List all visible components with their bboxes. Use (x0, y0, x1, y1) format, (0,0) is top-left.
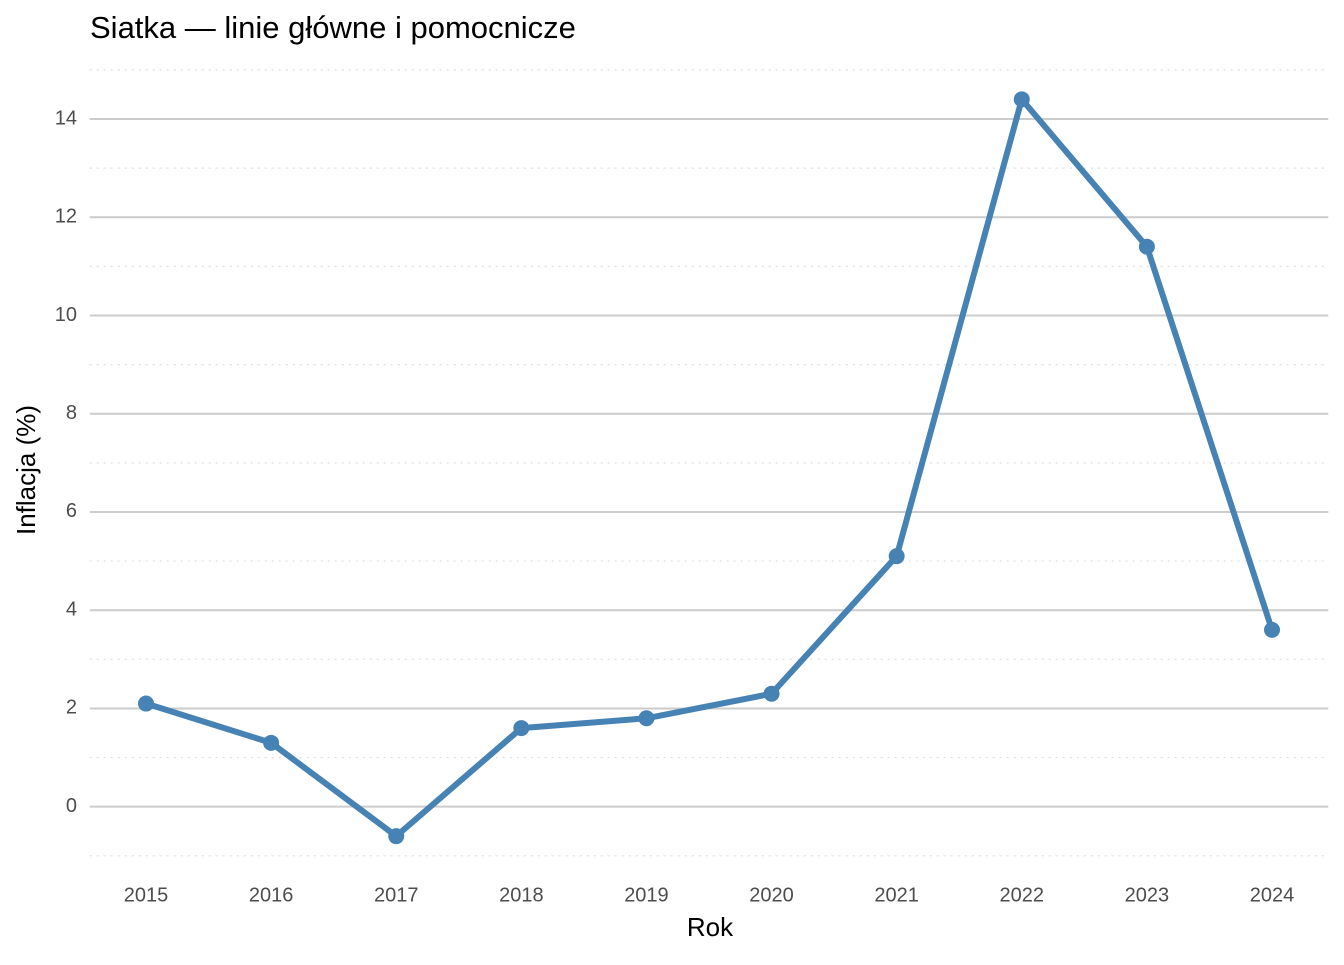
chart-title: Siatka — linie główne i pomocnicze (90, 10, 576, 45)
x-tick-label: 2015 (124, 884, 169, 906)
point (263, 734, 280, 751)
x-tick-label: 2023 (1125, 884, 1170, 906)
y-tick-label: 2 (66, 697, 77, 719)
point (763, 685, 780, 702)
x-tick-label: 2018 (499, 884, 544, 906)
x-tick-label: 2020 (749, 884, 794, 906)
x-tick-label: 2017 (374, 884, 419, 906)
x-tick-label: 2016 (249, 884, 294, 906)
line (145, 96, 1275, 840)
point (1264, 621, 1280, 638)
x-axis-title: Rok (687, 912, 734, 942)
y-tick-label: 6 (66, 500, 77, 522)
point (513, 720, 530, 737)
point (1138, 238, 1155, 255)
y-tick-label: 12 (55, 206, 77, 228)
point (638, 710, 655, 727)
x-tick-label: 2024 (1250, 884, 1295, 906)
x-tick-label: 2021 (874, 884, 919, 906)
x-tick-label: 2022 (1000, 884, 1045, 906)
point (1013, 91, 1030, 108)
y-axis-title: Inflacja (%) (11, 405, 41, 535)
point (388, 828, 405, 845)
point (888, 548, 905, 565)
point (138, 695, 154, 712)
y-tick-label: 14 (55, 107, 77, 129)
y-tick-label: 4 (66, 598, 77, 620)
y-tick-label: 0 (66, 795, 77, 817)
y-tick-label: 8 (66, 402, 77, 424)
y-tick-label: 10 (55, 304, 77, 326)
x-tick-label: 2019 (624, 884, 669, 906)
